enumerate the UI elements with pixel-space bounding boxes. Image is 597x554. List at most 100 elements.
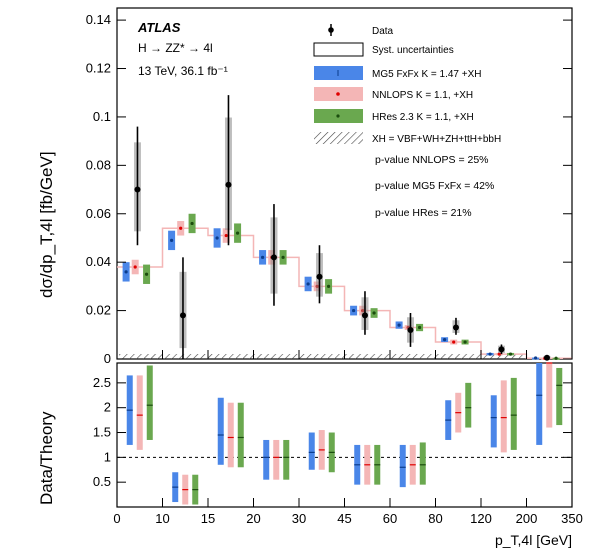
upper-y-ticks: 0 0.02 0.04 0.06 0.08 0.1 0.12 0.14 (86, 12, 572, 366)
nnl-ratio-band-bin-9 (546, 363, 553, 428)
mg5-point-bin-5 (352, 308, 356, 313)
x-axis-title: p_T,4l [GeV] (495, 532, 572, 548)
mg5-ratio-band-bin-8 (490, 395, 497, 448)
legend-hres-dot (336, 114, 340, 118)
lower-ytick-label-4: 2.5 (93, 375, 111, 390)
pvalue-nnlops: p-value NNLOPS = 25% (375, 154, 489, 166)
xtick-label-7: 80 (428, 511, 442, 526)
hre-point-bin-9 (554, 356, 558, 360)
legend-label-mg5: MG5 FxFx K = 1.47 +XH (372, 69, 481, 80)
data-point-bin-9 (543, 354, 550, 361)
xtick-label-4: 30 (292, 511, 306, 526)
x-ticks: 0 10 15 20 30 45 60 80 120 200 350 (113, 350, 583, 526)
data-point-bin-6 (407, 326, 414, 333)
hre-point-bin-8 (508, 352, 513, 356)
hre-point-bin-3 (281, 255, 285, 259)
xtick-label-0: 0 (113, 511, 120, 526)
legend-data-dot (328, 27, 334, 33)
mg5-point-bin-9 (534, 356, 538, 360)
mg5-ratio-band-bin-3 (263, 439, 270, 480)
xtick-label-8: 120 (470, 511, 492, 526)
hre-point-bin-0 (144, 272, 149, 276)
pvalue-hres: p-value HRes = 21% (375, 207, 472, 219)
nnl-point-bin-2 (224, 233, 228, 238)
data-point-bin-8 (498, 346, 505, 353)
mg5-point-bin-0 (124, 270, 128, 274)
upper-y-axis-title: dσ/dp_T,4l [fb/GeV] (37, 151, 56, 298)
legend-label-xh: XH = VBF+WH+ZH+ttH+bbH (372, 134, 501, 145)
atlas-label: ATLAS (137, 20, 181, 35)
energy-lumi-label: 13 TeV, 36.1 fb⁻¹ (138, 64, 228, 78)
mg5-ratio-band-bin-9 (536, 363, 543, 445)
xtick-label-3: 20 (246, 511, 260, 526)
upper-ytick-label-6: 0.12 (86, 61, 111, 76)
upper-ytick-label-7: 0.14 (86, 12, 111, 27)
legend-nnlops-dot (336, 92, 340, 96)
lower-y-ticks: 0.5 1 1.5 2 2.5 (93, 375, 572, 489)
lower-ytick-label-3: 2 (104, 400, 111, 415)
lower-chart-marks (117, 362, 572, 505)
mg5-point-bin-2 (215, 236, 219, 240)
pvalue-mg5: p-value MG5 FxFx = 42% (375, 180, 494, 192)
legend-label-nnlops: NNLOPS K = 1.1, +XH (372, 90, 473, 101)
lower-ytick-label-1: 1 (104, 449, 111, 464)
data-point-bin-7 (452, 324, 459, 331)
hre-point-bin-7 (463, 340, 467, 344)
upper-ytick-label-0: 0 (104, 351, 111, 366)
upper-chart-marks (117, 95, 572, 361)
nnl-point-bin-7 (452, 340, 456, 344)
data-point-bin-1 (179, 312, 186, 319)
upper-ytick-label-3: 0.06 (86, 206, 111, 221)
hre-point-bin-2 (235, 231, 240, 235)
xtick-label-6: 60 (383, 511, 397, 526)
hre-ratio-band-bin-3 (283, 439, 290, 480)
xtick-label-5: 45 (337, 511, 351, 526)
legend-label-data: Data (372, 26, 394, 37)
mg5-ratio-band-bin-2 (217, 397, 224, 465)
xtick-label-10: 350 (561, 511, 583, 526)
hre-ratio-band-bin-6 (419, 442, 426, 485)
legend-label-syst: Syst. uncertainties (372, 45, 454, 56)
mg5-ratio-band-bin-4 (308, 432, 315, 470)
data-point-bin-5 (361, 312, 368, 319)
mg5-point-bin-6 (397, 323, 401, 327)
hre-ratio-band-bin-0 (146, 365, 153, 440)
lower-ytick-label-0: 0.5 (93, 474, 111, 489)
upper-ytick-label-5: 0.1 (93, 109, 111, 124)
hre-point-bin-1 (190, 221, 194, 226)
xtick-label-1: 10 (155, 511, 169, 526)
xtick-label-2: 15 (201, 511, 215, 526)
mg5-point-bin-8 (488, 352, 492, 356)
hre-point-bin-6 (417, 325, 422, 330)
xh-hatched-band (119, 354, 525, 359)
nnl-point-bin-8 (497, 352, 501, 356)
legend-label-hres: HRes 2.3 K = 1.1, +XH (372, 112, 474, 123)
hre-ratio-band-bin-8 (510, 377, 517, 450)
hre-point-bin-4 (326, 284, 331, 288)
mg5-point-bin-4 (306, 282, 310, 286)
process-label: H → ZZ* → 4l (138, 41, 213, 55)
upper-ytick-label-4: 0.08 (86, 157, 111, 172)
data-point-bin-2 (225, 181, 232, 188)
hre-ratio-band-bin-9 (556, 367, 563, 426)
legend-syst-box (313, 42, 364, 57)
mg5-point-bin-7 (443, 338, 447, 342)
mg5-point-bin-3 (261, 255, 265, 259)
upper-ytick-label-1: 0.02 (86, 303, 111, 318)
data-point-bin-0 (134, 186, 141, 193)
upper-ytick-label-2: 0.04 (86, 254, 111, 269)
nnl-ratio-band-bin-0 (136, 375, 143, 450)
legend: Data Syst. uncertainties MG5 FxFx K = 1.… (313, 24, 501, 145)
data-point-bin-4 (316, 273, 323, 280)
nnl-ratio-band-bin-8 (500, 380, 507, 453)
mg5-point-bin-1 (170, 238, 174, 242)
nnl-point-bin-0 (133, 265, 137, 269)
nnl-ratio-band-bin-3 (273, 439, 280, 480)
hre-point-bin-5 (372, 311, 376, 315)
hre-ratio-band-bin-7 (465, 382, 472, 428)
data-point-bin-3 (270, 254, 277, 261)
hre-ratio-band-bin-2 (237, 402, 244, 468)
nnl-ratio-band-bin-2 (227, 402, 234, 468)
legend-xh-swatch (314, 132, 363, 144)
